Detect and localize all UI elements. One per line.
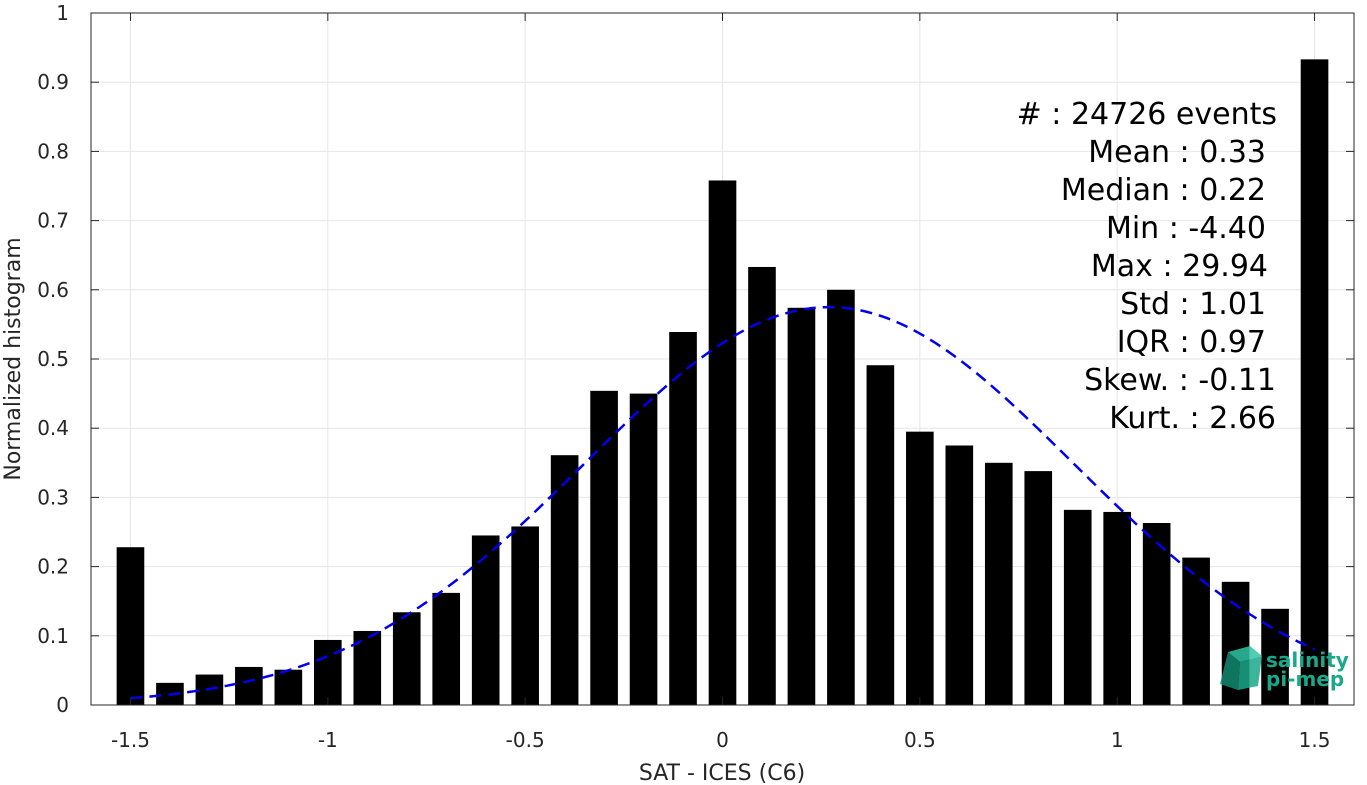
histogram-bar bbox=[866, 365, 895, 705]
histogram-bars bbox=[116, 59, 1329, 706]
histogram-bar bbox=[116, 547, 145, 705]
y-tick-label: 0.2 bbox=[37, 555, 69, 579]
y-tick-label: 0 bbox=[56, 693, 69, 717]
x-tick-label: 0.5 bbox=[904, 728, 936, 752]
histogram-bar bbox=[471, 535, 500, 705]
x-tick-label: -0.5 bbox=[506, 728, 545, 752]
stat-line: Mean : 0.33 bbox=[1088, 135, 1266, 170]
histogram-bar bbox=[1063, 509, 1092, 705]
x-tick-label: -1.5 bbox=[111, 728, 150, 752]
y-tick-label: 0.8 bbox=[37, 139, 69, 163]
histogram-bar bbox=[629, 393, 658, 705]
y-tick-label: 0.6 bbox=[37, 278, 69, 302]
histogram-bar bbox=[906, 431, 934, 705]
y-tick-label: 0.1 bbox=[37, 624, 69, 648]
logo-line2: pi-mep bbox=[1266, 667, 1344, 691]
stat-line: Std : 1.01 bbox=[1120, 287, 1266, 322]
histogram-bar bbox=[1142, 523, 1171, 705]
histogram-bar bbox=[432, 592, 461, 705]
histogram-bar bbox=[590, 390, 618, 705]
stat-line: IQR : 0.97 bbox=[1117, 325, 1266, 360]
histogram-bar bbox=[511, 526, 539, 705]
y-tick-label: 0.4 bbox=[37, 416, 69, 440]
gaussian-fit-curve bbox=[130, 305, 1316, 700]
stat-line: Kurt. : 2.66 bbox=[1109, 401, 1276, 436]
histogram-bar bbox=[392, 612, 421, 705]
y-tick-label: 1 bbox=[56, 1, 69, 25]
y-tick-label: 0.7 bbox=[37, 209, 69, 233]
y-tick-label: 0.5 bbox=[37, 347, 69, 371]
y-tick-label: 0.3 bbox=[37, 485, 69, 509]
y-axis-label: Normalized histogram bbox=[1, 237, 26, 480]
histogram-bar bbox=[984, 462, 1013, 705]
histogram-bar bbox=[1103, 511, 1132, 705]
logo-line1: salinity bbox=[1266, 648, 1349, 672]
histogram-bar bbox=[748, 266, 776, 705]
cube-logo-icon bbox=[1220, 646, 1262, 690]
x-tick-label: 1 bbox=[1111, 728, 1124, 752]
histogram-bar bbox=[313, 639, 342, 705]
histogram-bar bbox=[550, 455, 579, 705]
histogram-bar bbox=[1024, 471, 1053, 705]
x-tick-label: 0 bbox=[716, 728, 729, 752]
histogram-bar bbox=[235, 666, 263, 705]
axes: -1.5 -1 -0.5 0 0.5 1 1.5 0 0.1 0.2 0.3 0.4 0.5 0.6 0.7… bbox=[37, 1, 1354, 752]
x-tick-label: -1 bbox=[318, 728, 338, 752]
histogram-bar bbox=[708, 180, 737, 706]
x-tick-label: 1.5 bbox=[1299, 728, 1331, 752]
histogram-bar bbox=[787, 307, 816, 705]
histogram-bar bbox=[1182, 557, 1210, 705]
histogram-bar bbox=[669, 332, 697, 705]
x-axis-label: SAT - ICES (C6) bbox=[639, 761, 805, 785]
histogram-bar bbox=[274, 669, 303, 705]
y-tick-label: 0.9 bbox=[37, 70, 69, 94]
stat-line: # : 24726 events bbox=[1017, 97, 1277, 132]
salinity-pi-mep-logo: salinity pi-mep bbox=[1220, 646, 1349, 691]
histogram-bar bbox=[945, 445, 974, 705]
stat-line: Max : 29.94 bbox=[1091, 249, 1268, 284]
histogram-bar bbox=[827, 289, 855, 705]
stat-line: Median : 0.22 bbox=[1061, 173, 1266, 208]
stat-line: Skew. : -0.11 bbox=[1084, 363, 1276, 398]
histogram-bar bbox=[1300, 59, 1329, 705]
stat-line: Min : -4.40 bbox=[1106, 211, 1266, 246]
